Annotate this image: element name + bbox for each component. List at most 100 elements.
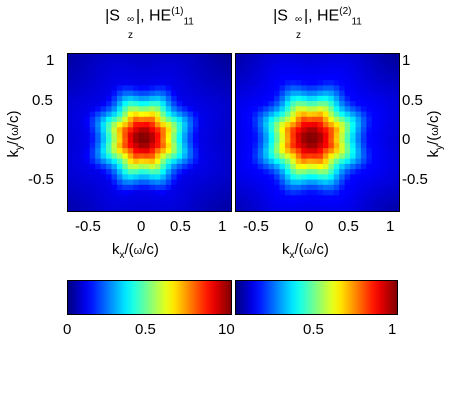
heatmap-cell (198, 85, 205, 92)
heatmap-cell (317, 174, 324, 181)
heatmap-cell (317, 142, 324, 149)
heatmap-cell (192, 142, 199, 149)
heatmap-cell (263, 205, 270, 211)
heatmap-cell (95, 101, 102, 107)
heatmap-cell (274, 74, 281, 81)
heatmap-cell (377, 163, 384, 170)
heatmap-cell (268, 59, 275, 66)
heatmap-cell (263, 101, 270, 107)
heatmap-cell (95, 122, 102, 128)
heatmap-cell (116, 122, 123, 128)
heatmap-cell (241, 184, 248, 191)
heatmap-cell (388, 122, 395, 128)
heatmap-cell (382, 142, 389, 149)
heatmap-cell (350, 169, 357, 175)
left-xtick: 0 (137, 218, 146, 235)
heatmap-cell (187, 174, 194, 181)
heatmap-cell (295, 106, 302, 113)
heatmap-cell (154, 106, 161, 113)
heatmap-cell (220, 69, 227, 76)
heatmap-cell (360, 127, 367, 134)
heatmap-cell (279, 95, 286, 102)
heatmap-cell (366, 163, 373, 170)
right-colorbar-tick: 1 (388, 321, 397, 338)
heatmap-cell (393, 169, 399, 175)
heatmap-cell (198, 116, 205, 123)
heatmap-cell (355, 101, 362, 107)
heatmap-cell (371, 184, 378, 191)
heatmap-cell (138, 85, 145, 92)
heatmap-cell (393, 106, 399, 113)
heatmap-cell (344, 90, 351, 97)
heatmap-cell (377, 122, 384, 128)
heatmap-cell (198, 174, 205, 181)
heatmap-cell (268, 95, 275, 102)
heatmap-cell (279, 169, 286, 175)
heatmap-cell (377, 148, 384, 155)
heatmap-cell (317, 169, 324, 175)
heatmap-cell (138, 74, 145, 81)
heatmap-cell (241, 158, 248, 165)
heatmap-cell (301, 158, 308, 165)
heatmap-cell (301, 190, 308, 196)
heatmap-cell (73, 54, 80, 60)
heatmap-cell (246, 137, 253, 144)
heatmap-cell (149, 169, 156, 175)
heatmap-cell (236, 174, 243, 181)
heatmap-cell (371, 174, 378, 181)
heatmap-cell (138, 54, 145, 60)
heatmap-cell (252, 64, 259, 71)
heatmap-cell (371, 127, 378, 134)
heatmap-cell (78, 195, 85, 202)
left-plot-title: |S ∞ z |, HE(1)11 (105, 6, 194, 42)
heatmap-cell (73, 122, 80, 128)
heatmap-cell (360, 184, 367, 191)
heatmap-cell (165, 153, 172, 160)
heatmap-cell (333, 80, 340, 86)
heatmap-cell (377, 169, 384, 175)
heatmap-cell (333, 64, 340, 71)
heatmap-cell (187, 54, 194, 60)
heatmap-cell (246, 101, 253, 107)
heatmap-cell (317, 80, 324, 86)
heatmap-cell (133, 80, 140, 86)
heatmap-cell (301, 59, 308, 66)
heatmap-cell (236, 95, 243, 102)
heatmap-cell (290, 54, 297, 60)
heatmap-cell (371, 106, 378, 113)
heatmap-cell (154, 137, 161, 144)
heatmap-cell (84, 127, 91, 134)
heatmap-cell (284, 111, 291, 118)
heatmap-cell (333, 101, 340, 107)
heatmap-cell (89, 137, 96, 144)
heatmap-cell (360, 132, 367, 139)
heatmap-cell (290, 190, 297, 196)
heatmap-cell (144, 174, 151, 181)
heatmap-cell (295, 80, 302, 86)
heatmap-cell (160, 95, 167, 102)
heatmap-cell (274, 158, 281, 165)
heatmap-cell (192, 148, 199, 155)
right-colorbar (235, 280, 398, 315)
heatmap-cell (388, 158, 395, 165)
heatmap-cell (312, 184, 319, 191)
heatmap-cell (344, 179, 351, 186)
heatmap-cell (257, 153, 264, 160)
heatmap-cell (133, 190, 140, 196)
heatmap-cell (160, 106, 167, 113)
heatmap-cell (203, 122, 210, 128)
heatmap-cell (317, 111, 324, 118)
heatmap-cell (122, 200, 129, 207)
heatmap-cell (182, 205, 189, 211)
heatmap-cell (388, 169, 395, 175)
heatmap-cell (95, 54, 102, 60)
heatmap-cell (89, 122, 96, 128)
heatmap-cell (209, 80, 216, 86)
heatmap-cell (246, 122, 253, 128)
heatmap-cell (154, 153, 161, 160)
heatmap-cell (295, 142, 302, 149)
heatmap-cell (371, 54, 378, 60)
heatmap-cell (203, 174, 210, 181)
heatmap-cell (95, 153, 102, 160)
heatmap-cell (89, 174, 96, 181)
